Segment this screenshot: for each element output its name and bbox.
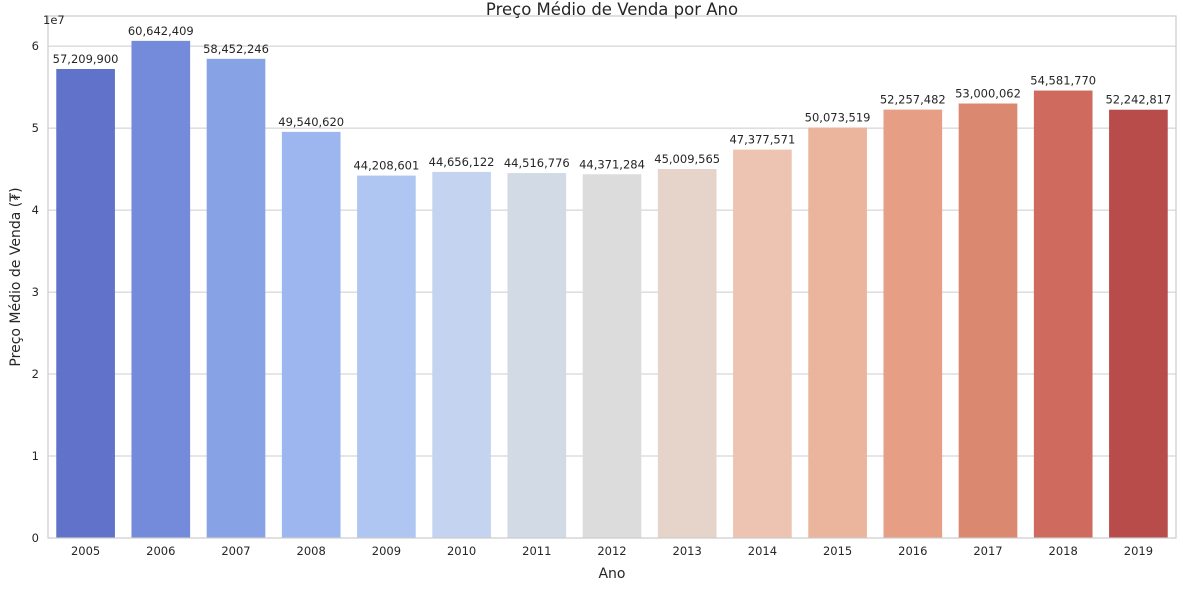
y-tick-label: 0: [32, 531, 39, 545]
x-axis-label: Ano: [598, 566, 625, 582]
bar-2018: [1033, 90, 1093, 539]
bar-2014: [733, 149, 792, 538]
y-tick-label: 6: [32, 39, 39, 53]
data-label: 44,656,122: [429, 155, 495, 169]
data-label: 47,377,571: [729, 133, 795, 147]
x-tick-label: 2014: [748, 544, 777, 558]
bar-2015: [808, 127, 867, 538]
bar-2012: [582, 174, 642, 538]
x-tick-label: 2010: [447, 544, 476, 558]
x-tick-label: 2017: [973, 544, 1002, 558]
y-tick-labels: 0 1 2 3 4 5 6: [32, 39, 39, 545]
bar-2008: [281, 131, 341, 539]
data-label: 58,452,246: [203, 42, 269, 56]
axes-frame: [47, 15, 1177, 539]
x-tick-label: 2013: [673, 544, 702, 558]
bar-2010: [432, 171, 491, 538]
bar-2011: [507, 173, 567, 538]
x-tick-label: 2016: [898, 544, 927, 558]
bar-2013: [657, 169, 717, 538]
y-tick-label: 5: [32, 121, 39, 135]
y-tick-label: 3: [32, 285, 39, 299]
bar-2017: [958, 103, 1018, 538]
x-tick-label: 2012: [597, 544, 626, 558]
data-label: 45,009,565: [654, 152, 720, 166]
bar-2006: [131, 40, 191, 538]
data-label: 53,000,062: [955, 87, 1021, 101]
y-tick-label: 1: [32, 449, 39, 463]
bars: [56, 40, 1168, 539]
x-tick-label: 2005: [71, 544, 100, 558]
x-tick-label: 2006: [146, 544, 175, 558]
data-label: 54,581,770: [1030, 74, 1096, 88]
x-tick-label: 2019: [1124, 544, 1153, 558]
y-tick-label: 4: [32, 203, 39, 217]
y-offset-label: 1e7: [43, 13, 65, 27]
data-label: 49,540,620: [278, 115, 344, 129]
bar-2005: [56, 69, 115, 538]
data-label: 50,073,519: [805, 111, 871, 125]
data-label: 60,642,409: [128, 24, 194, 38]
data-label: 57,209,900: [53, 52, 119, 66]
data-label: 44,516,776: [504, 156, 570, 170]
data-label: 44,208,601: [353, 159, 419, 173]
x-tick-label: 2009: [372, 544, 401, 558]
x-tick-label: 2015: [823, 544, 852, 558]
bar-2007: [206, 58, 266, 539]
data-label: 52,257,482: [880, 93, 946, 107]
x-tick-label: 2018: [1049, 544, 1078, 558]
data-label: 44,371,284: [579, 157, 645, 171]
x-tick-label: 2008: [297, 544, 326, 558]
y-axis-label: Preço Médio de Venda (₮): [8, 187, 24, 366]
data-labels: 57,209,900 60,642,409 58,452,246 49,540,620…: [53, 24, 1172, 173]
x-tick-label: 2011: [522, 544, 551, 558]
bar-2019: [1109, 109, 1168, 539]
x-tick-label: 2007: [221, 544, 250, 558]
bar-2009: [357, 175, 416, 538]
data-label: 52,242,817: [1105, 93, 1171, 107]
y-tick-label: 2: [32, 367, 39, 381]
x-tick-labels: 2005 2006 2007 2008 2009 2010 2011 2012 2013 2014…: [71, 544, 1153, 558]
bar-2016: [883, 109, 943, 538]
chart-title: Preço Médio de Venda por Ano: [486, 0, 738, 19]
